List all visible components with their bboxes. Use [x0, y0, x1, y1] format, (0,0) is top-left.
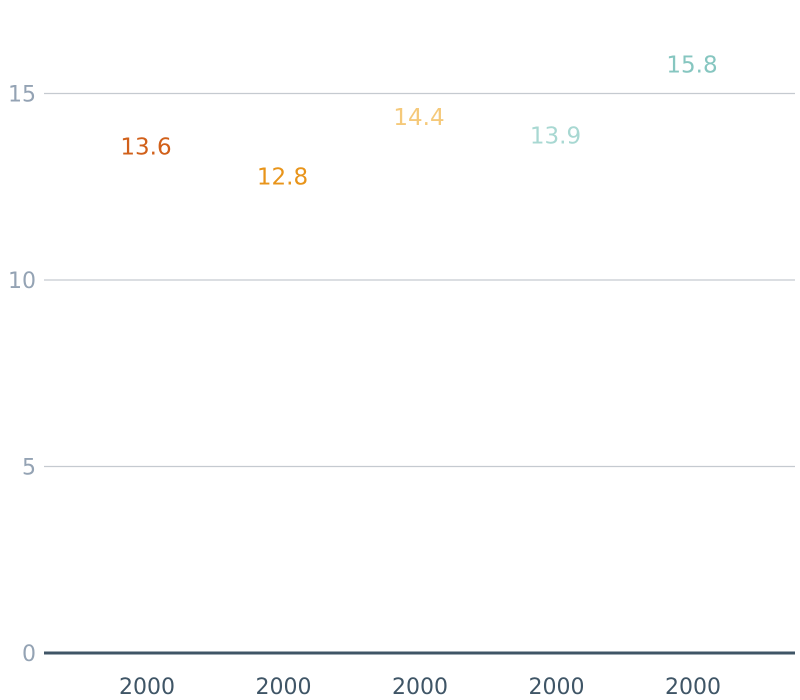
- y-tick-label: 15: [8, 83, 36, 108]
- data-labels: 13.6 12.8 14.4 13.9 15.8: [120, 53, 717, 191]
- x-tick-label: 2000: [119, 675, 175, 700]
- y-axis-ticks: 0 5 10 15: [8, 83, 36, 668]
- data-label: 13.6: [120, 135, 171, 161]
- y-tick-label: 10: [8, 269, 36, 294]
- x-axis-ticks: 2000 2000 2000 2000 2000: [119, 675, 721, 700]
- y-tick-label: 5: [22, 456, 36, 481]
- y-tick-label: 0: [22, 642, 36, 667]
- x-tick-label: 2000: [256, 675, 312, 700]
- x-tick-label: 2000: [392, 675, 448, 700]
- x-tick-label: 2000: [529, 675, 585, 700]
- data-label: 14.4: [393, 105, 444, 131]
- data-label: 12.8: [257, 165, 308, 191]
- grid-lines: [44, 92, 795, 468]
- x-tick-label: 2000: [665, 675, 721, 700]
- data-label: 13.9: [530, 124, 581, 150]
- data-label: 15.8: [666, 53, 717, 79]
